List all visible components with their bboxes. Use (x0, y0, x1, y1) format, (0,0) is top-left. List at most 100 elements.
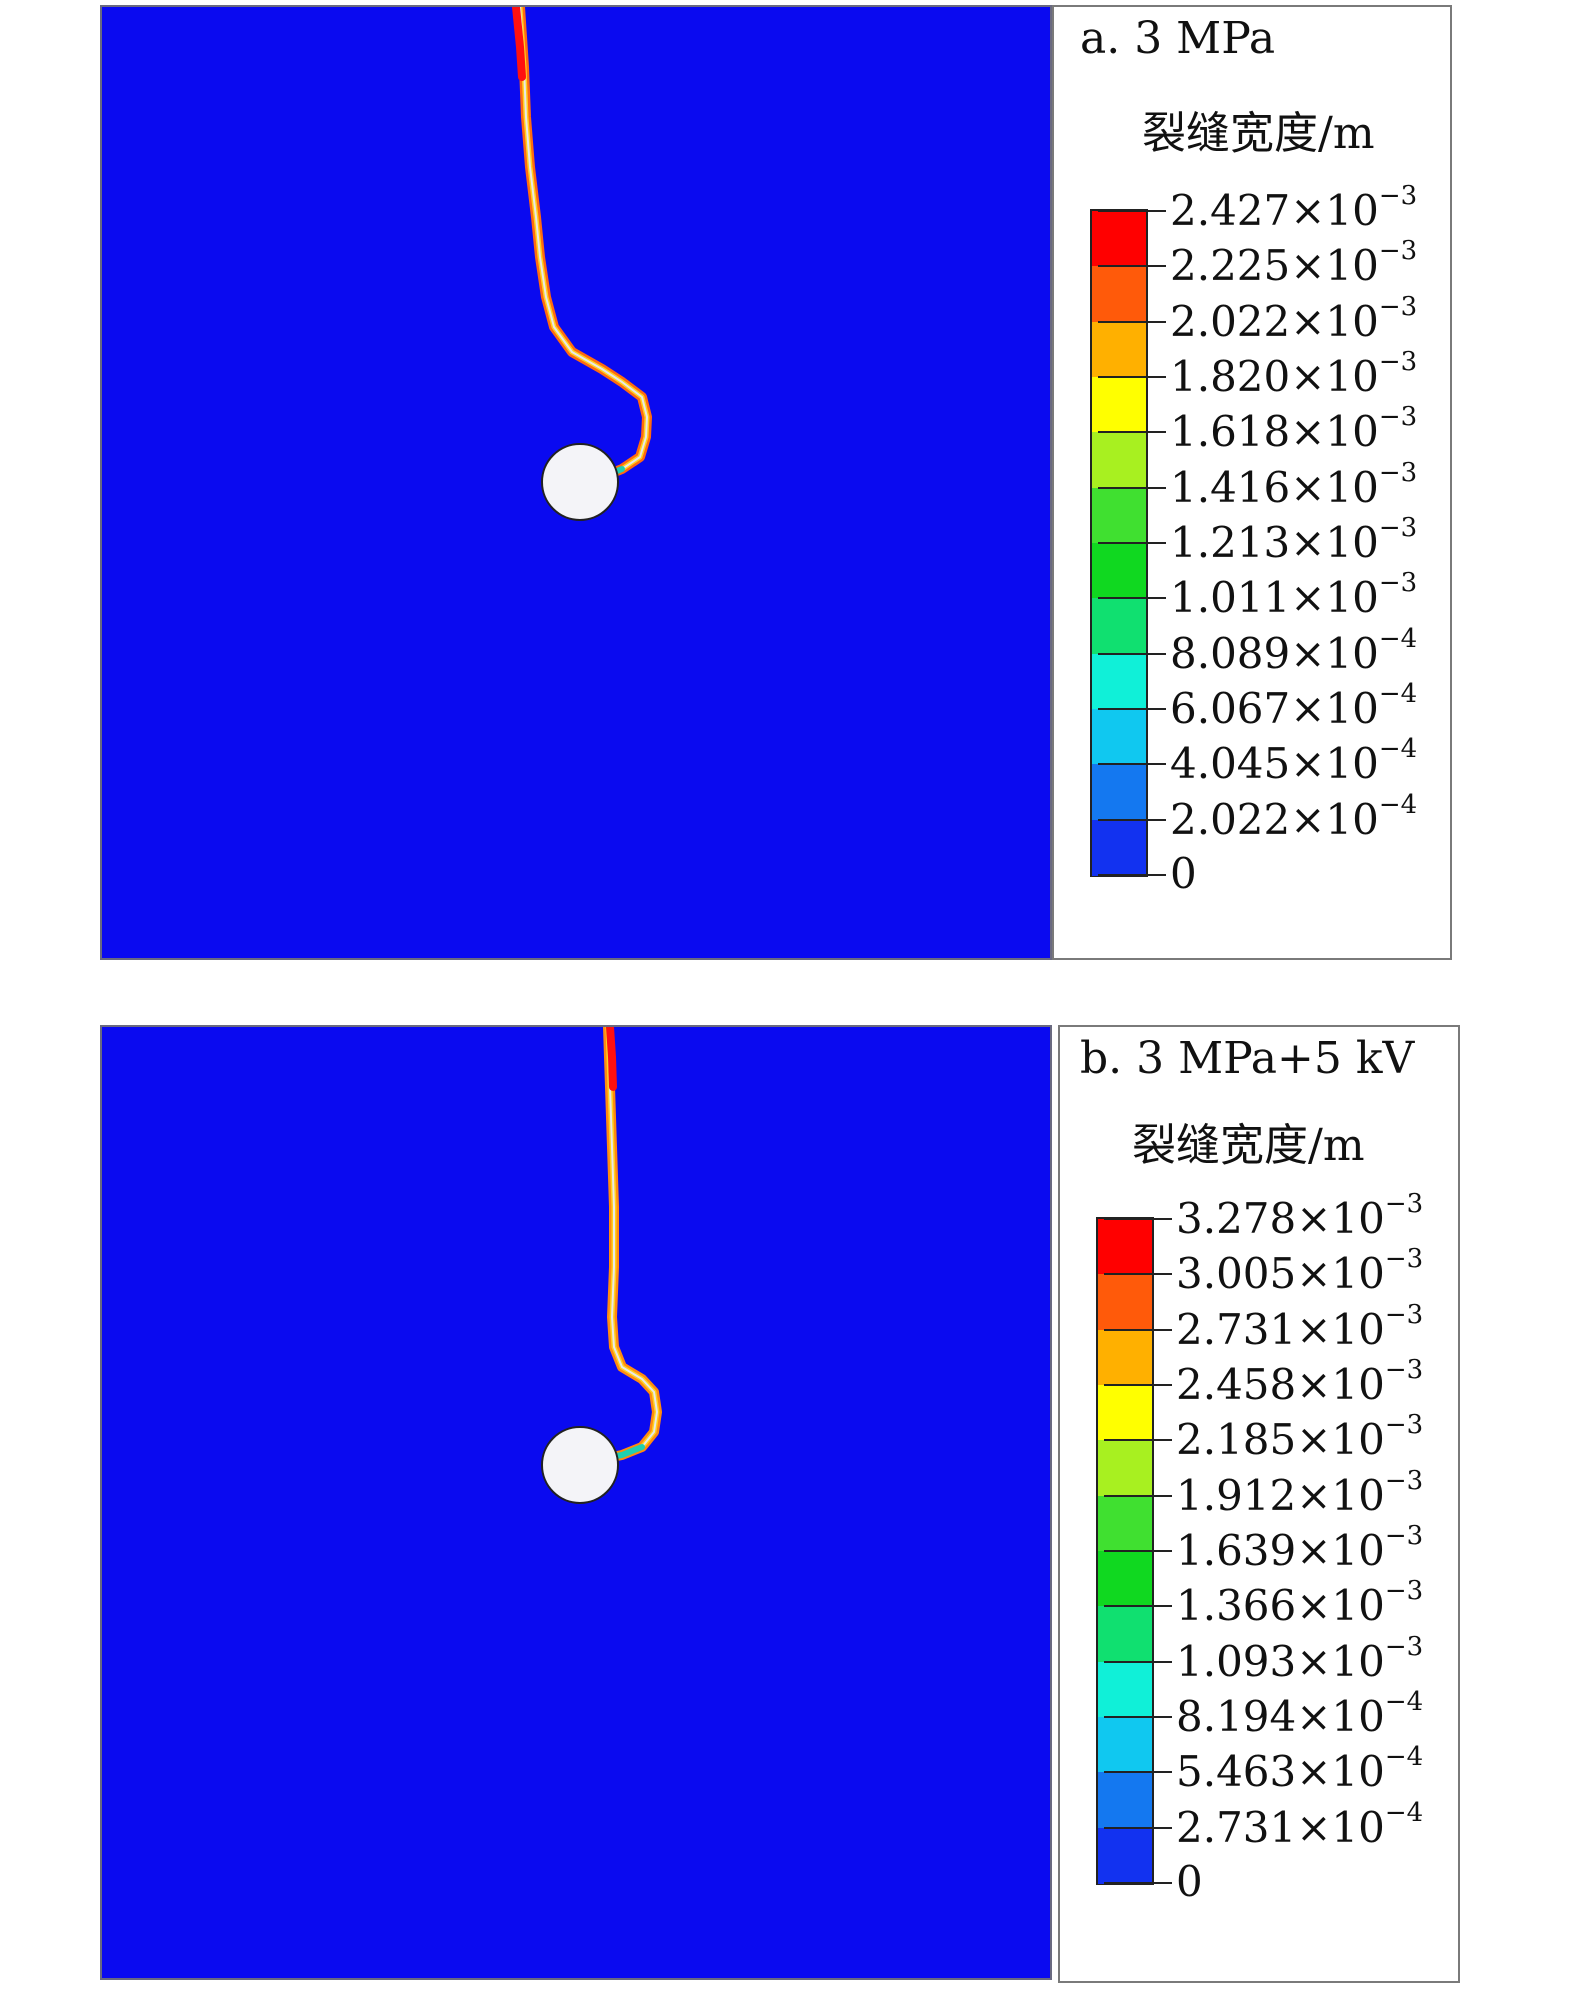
legend: a. 3 MPa 裂缝宽度/m 2.427×10−3 2.225×10−3 2.02… (1052, 5, 1452, 960)
colorbar-band (1098, 1495, 1152, 1552)
colorbar-tick (1104, 1494, 1172, 1497)
colorbar-tick (1098, 431, 1166, 434)
panel-a: a. 3 MPa 裂缝宽度/m 2.427×10−3 2.225×10−3 2.02… (0, 0, 1575, 975)
tick-exponent: −3 (1384, 1189, 1424, 1219)
tick-mantissa: 4.045×10 (1170, 739, 1379, 789)
tick-label: 2.458×10−3 (1176, 1357, 1423, 1409)
panel-title: b. 3 MPa+5 kV (1080, 1033, 1415, 1084)
tick-mantissa: 5.463×10 (1176, 1747, 1385, 1797)
tick-label: 8.089×10−4 (1170, 626, 1417, 675)
colorbar-tick (1098, 874, 1166, 876)
tick-label: 6.067×10−4 (1170, 681, 1417, 733)
colorbar-band (1098, 1717, 1152, 1773)
tick-label: 1.093×10−3 (1176, 1634, 1423, 1686)
tick-mantissa: 2.458×10 (1176, 1360, 1385, 1409)
colorbar-band (1098, 1219, 1152, 1275)
tick-exponent: −3 (1384, 1465, 1424, 1496)
colorbar-band (1092, 487, 1146, 544)
fracture-core (519, 7, 648, 476)
colorbar-tick (1098, 210, 1166, 212)
tick-label: 1.366×10−3 (1176, 1578, 1423, 1627)
tick-mantissa: 2.731×10 (1176, 1802, 1385, 1852)
tick-mantissa: 6.067×10 (1170, 684, 1379, 733)
tick-label: 0 (1176, 1861, 1203, 1903)
colorbar-band (1098, 1440, 1152, 1497)
tick-mantissa: 0 (1176, 1857, 1203, 1906)
colorbar (1096, 1217, 1154, 1885)
tick-label: 1.213×10−3 (1170, 515, 1417, 567)
legend-label: 裂缝宽度/m (1132, 1120, 1365, 1171)
tick-exponent: −4 (1378, 623, 1418, 654)
tick-mantissa: 2.022×10 (1170, 296, 1379, 346)
tick-mantissa: 1.416×10 (1170, 462, 1379, 512)
colorbar-tick (1098, 763, 1166, 766)
colorbar-tick (1098, 486, 1166, 489)
tick-exponent: −3 (1378, 347, 1418, 377)
tick-exponent: −4 (1384, 1742, 1424, 1773)
colorbar-band (1098, 1551, 1152, 1607)
tick-mantissa: 1.639×10 (1176, 1526, 1385, 1575)
colorbar-band (1092, 709, 1146, 765)
legend-label: 裂缝宽度/m (1142, 108, 1375, 159)
colorbar-tick (1104, 1771, 1172, 1774)
tick-exponent: −3 (1384, 1244, 1424, 1275)
fracture-tip-red (606, 1027, 617, 1091)
fracture-diagram (541, 1027, 662, 1504)
simulation-field (100, 5, 1052, 960)
colorbar-tick (1104, 1660, 1172, 1663)
tick-mantissa: 8.194×10 (1176, 1692, 1385, 1741)
colorbar-band (1098, 1274, 1152, 1331)
tick-mantissa: 2.185×10 (1176, 1415, 1385, 1465)
tick-mantissa: 1.912×10 (1176, 1470, 1385, 1520)
colorbar-band (1098, 1772, 1152, 1829)
tick-mantissa: 1.213×10 (1170, 518, 1379, 567)
colorbar-tick (1098, 708, 1166, 710)
panel-title: a. 3 MPa (1080, 13, 1276, 64)
colorbar-band (1092, 653, 1146, 710)
tick-label: 2.185×10−3 (1176, 1412, 1423, 1465)
colorbar-band (1098, 1606, 1152, 1663)
colorbar-tick (1104, 1716, 1172, 1718)
colorbar-tick (1098, 597, 1166, 600)
colorbar-tick (1104, 1439, 1172, 1442)
borehole (541, 1426, 619, 1504)
tick-exponent: −3 (1378, 291, 1418, 322)
tick-mantissa: 3.005×10 (1176, 1249, 1385, 1299)
tick-exponent: −3 (1384, 1355, 1424, 1385)
tick-mantissa: 1.093×10 (1176, 1636, 1385, 1686)
colorbar-band (1092, 819, 1146, 876)
tick-mantissa: 2.731×10 (1176, 1304, 1385, 1354)
colorbar-tick (1098, 265, 1166, 268)
tick-exponent: −4 (1378, 679, 1418, 709)
fracture-tip-red (512, 7, 526, 81)
tick-label: 1.639×10−3 (1176, 1523, 1423, 1575)
tick-mantissa: 1.820×10 (1170, 352, 1379, 401)
colorbar-tick (1104, 1550, 1172, 1552)
colorbar-band (1092, 543, 1146, 599)
tick-mantissa: 1.618×10 (1170, 407, 1379, 457)
tick-label: 4.045×10−4 (1170, 736, 1417, 789)
tick-exponent: −4 (1378, 734, 1418, 765)
tick-exponent: −3 (1378, 236, 1418, 267)
tick-exponent: −4 (1378, 789, 1418, 820)
tick-label: 1.011×10−3 (1170, 570, 1417, 623)
tick-mantissa: 3.278×10 (1176, 1194, 1385, 1243)
colorbar-band (1092, 211, 1146, 267)
tick-exponent: −3 (1384, 1576, 1424, 1607)
tick-label: 1.618×10−3 (1170, 404, 1417, 457)
tick-label: 1.912×10−3 (1176, 1468, 1423, 1520)
panel-b: b. 3 MPa+5 kV 裂缝宽度/m 3.278×10−3 3.005×10−… (0, 1025, 1575, 1997)
colorbar (1090, 209, 1148, 877)
tick-mantissa: 1.011×10 (1170, 573, 1379, 623)
tick-label: 2.731×10−4 (1176, 1800, 1423, 1852)
tick-exponent: −3 (1378, 568, 1418, 599)
tick-mantissa: 2.225×10 (1170, 241, 1379, 291)
colorbar-tick (1104, 1826, 1172, 1829)
simulation-field (100, 1025, 1052, 1980)
fracture-core (601, 1027, 658, 1460)
colorbar-tick (1098, 818, 1166, 821)
colorbar-tick (1098, 652, 1166, 655)
tick-mantissa: 2.427×10 (1170, 186, 1379, 235)
tick-mantissa: 0 (1170, 849, 1197, 898)
colorbar-tick (1104, 1273, 1172, 1276)
